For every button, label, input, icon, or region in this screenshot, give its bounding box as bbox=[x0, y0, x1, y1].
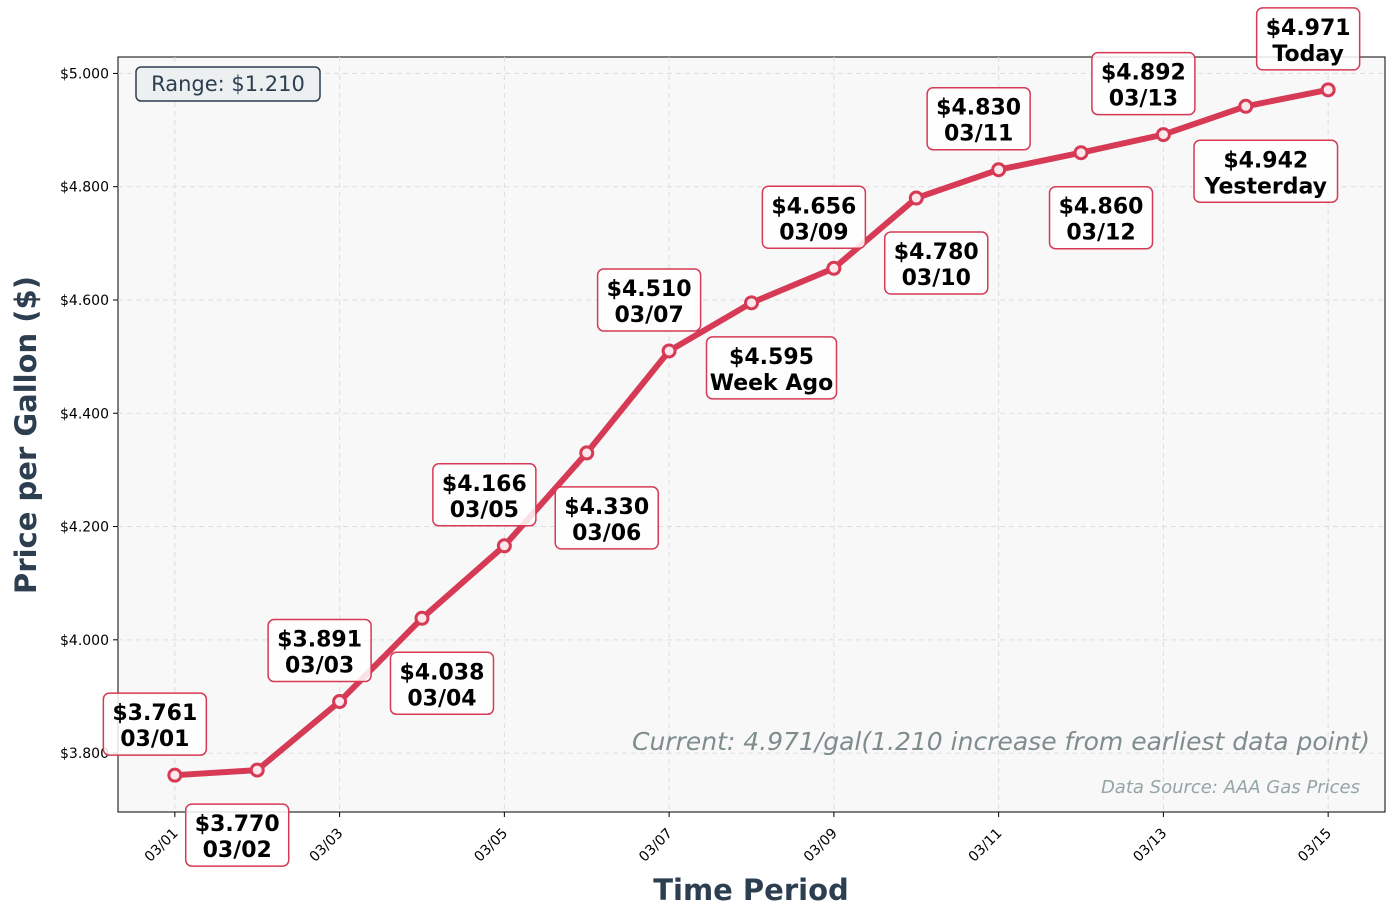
x-tick-label: 03/11 bbox=[966, 826, 1006, 866]
current-annotation: Current: 4.971/gal(1.210 increase from e… bbox=[632, 727, 1370, 756]
data-point bbox=[1073, 145, 1089, 161]
data-label-price: $4.330 bbox=[564, 495, 649, 520]
data-label-box bbox=[389, 651, 495, 716]
data-label-price: $4.830 bbox=[936, 96, 1021, 121]
x-tick-label: 03/01 bbox=[142, 826, 182, 866]
data-point bbox=[826, 260, 842, 276]
x-axis-label: Time Period bbox=[653, 873, 849, 907]
data-label-box bbox=[1048, 185, 1154, 250]
data-point bbox=[496, 538, 512, 554]
data-label-box bbox=[1091, 51, 1196, 116]
data-label-price: $3.891 bbox=[277, 628, 362, 653]
data-label-price: $3.770 bbox=[195, 812, 280, 837]
data-label-tag: 03/11 bbox=[944, 122, 1013, 147]
data-point bbox=[1238, 98, 1254, 114]
data-label-tag: 03/06 bbox=[572, 521, 641, 546]
y-tick-label: $4.600 bbox=[60, 293, 109, 309]
y-tick-label: $4.000 bbox=[60, 633, 109, 649]
data-label-tag: 03/07 bbox=[614, 303, 683, 328]
data-label-price: $4.780 bbox=[894, 240, 979, 265]
data-point bbox=[1155, 127, 1171, 143]
data-point bbox=[991, 162, 1007, 178]
data-point bbox=[414, 610, 430, 626]
plot-area bbox=[117, 56, 1386, 813]
data-point bbox=[167, 767, 183, 783]
data-label-price: $4.892 bbox=[1101, 61, 1186, 86]
data-label-box bbox=[267, 618, 372, 683]
data-label-box bbox=[705, 336, 838, 400]
data-label-price: $4.166 bbox=[442, 472, 527, 497]
range-label: Range: $1.210 bbox=[151, 72, 305, 96]
y-axis-label: Price per Gallon ($) bbox=[9, 276, 43, 594]
y-tick-label: $4.200 bbox=[60, 520, 109, 536]
data-label-price: $4.038 bbox=[400, 660, 485, 685]
data-label-box bbox=[926, 86, 1031, 151]
y-tick-label: $5.000 bbox=[60, 66, 109, 82]
data-label-tag: 03/01 bbox=[120, 727, 189, 752]
y-tick-label: $4.800 bbox=[60, 180, 109, 196]
data-point bbox=[579, 445, 595, 461]
data-point bbox=[908, 190, 924, 206]
data-label-box bbox=[102, 692, 208, 756]
y-tick-label: $3.800 bbox=[60, 746, 109, 762]
data-label-tag: 03/03 bbox=[285, 654, 354, 679]
x-tick-label: 03/07 bbox=[636, 826, 676, 866]
data-label-box bbox=[554, 486, 659, 550]
data-label-box bbox=[761, 185, 867, 250]
data-label-price: $3.761 bbox=[112, 701, 197, 726]
data-label-tag: 03/10 bbox=[902, 266, 971, 291]
data-label-tag: 03/04 bbox=[407, 686, 476, 711]
data-label-tag: 03/05 bbox=[450, 498, 519, 523]
data-label-tag: Today bbox=[1272, 42, 1343, 67]
data-label-tag: 03/13 bbox=[1109, 87, 1178, 112]
x-tick-label: 03/15 bbox=[1295, 826, 1335, 866]
data-label-price: $4.971 bbox=[1266, 16, 1351, 41]
data-label-box bbox=[1255, 7, 1361, 71]
data-point bbox=[661, 343, 677, 359]
data-label-price: $4.510 bbox=[607, 277, 692, 302]
data-label-tag: Week Ago bbox=[710, 371, 834, 396]
x-tick-label: 03/05 bbox=[471, 826, 511, 866]
x-tick-label: 03/13 bbox=[1130, 826, 1170, 866]
data-label-box bbox=[1193, 139, 1339, 204]
data-label-box bbox=[184, 803, 290, 867]
data-label-tag: Yesterday bbox=[1204, 174, 1327, 199]
data-point bbox=[332, 694, 348, 710]
data-label-price: $4.942 bbox=[1223, 148, 1308, 173]
data-label-box bbox=[596, 268, 702, 332]
data-label-tag: 03/12 bbox=[1066, 221, 1135, 246]
data-point bbox=[744, 295, 759, 311]
data-label-box bbox=[884, 231, 989, 295]
data-label-price: $4.860 bbox=[1059, 195, 1144, 220]
data-label-price: $4.595 bbox=[729, 345, 814, 370]
source-note: Data Source: AAA Gas Prices bbox=[1101, 777, 1360, 798]
data-point bbox=[1320, 82, 1336, 98]
range-box: Range: $1.210 bbox=[135, 66, 321, 102]
data-label-tag: 03/09 bbox=[779, 220, 848, 245]
data-label-price: $4.656 bbox=[771, 194, 856, 219]
data-label-box bbox=[432, 463, 537, 527]
data-point bbox=[249, 762, 265, 778]
y-tick-label: $4.400 bbox=[60, 406, 109, 422]
x-tick-label: 03/03 bbox=[307, 826, 347, 866]
data-label-tag: 03/02 bbox=[203, 838, 272, 863]
x-tick-label: 03/09 bbox=[801, 826, 841, 866]
